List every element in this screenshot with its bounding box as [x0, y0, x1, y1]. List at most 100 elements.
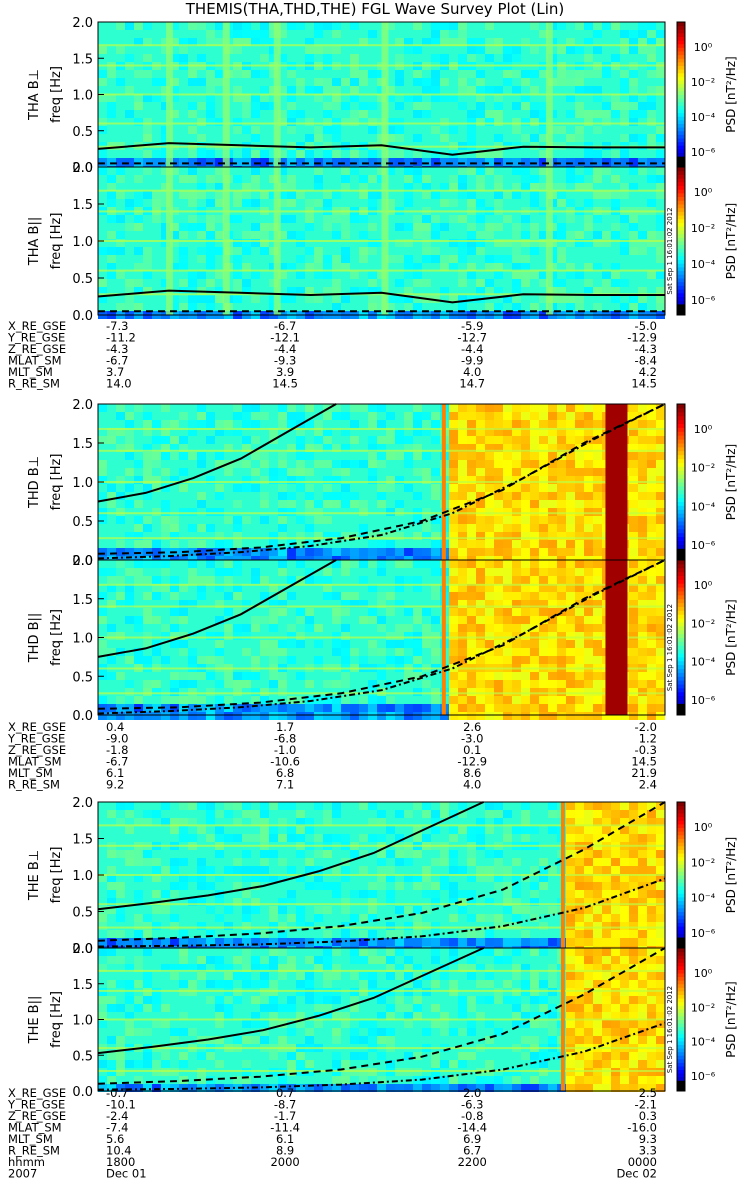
spectrogram-cell — [629, 696, 638, 704]
spectrogram-cell — [143, 420, 152, 428]
colorbar-segment — [677, 130, 685, 135]
spectrogram-cell — [656, 712, 665, 720]
spectrogram-cell — [647, 616, 656, 624]
spectrogram-cell — [296, 516, 305, 524]
spectrogram-cell — [215, 428, 224, 436]
spectrogram-cell — [584, 866, 593, 874]
spectrogram-cell — [206, 810, 215, 818]
spectrogram-cell — [206, 656, 215, 664]
spectrogram-cell — [566, 484, 575, 492]
spectrogram-cell — [440, 712, 449, 720]
colorbar-segment — [677, 695, 685, 700]
spectrogram-cell — [323, 532, 332, 540]
spectrogram-cell — [575, 656, 584, 664]
spectrogram-cell — [197, 964, 206, 972]
colorbar-tick-label: 10⁻⁶ — [691, 694, 716, 707]
spectrogram-cell — [215, 956, 224, 964]
spectrogram-cell — [395, 704, 404, 712]
spectrogram-cell — [161, 46, 170, 54]
spectrogram-cell — [125, 802, 134, 810]
spectrogram-cell — [242, 600, 251, 608]
spectrogram-cell — [584, 818, 593, 826]
spectrogram-cell — [296, 1060, 305, 1068]
spectrogram-cell — [107, 810, 116, 818]
spectrogram-cell — [566, 850, 575, 858]
spectrogram-cell — [584, 460, 593, 468]
spectrogram-cell — [584, 476, 593, 484]
spectrogram-cell — [503, 938, 512, 946]
spectrogram-cell — [422, 560, 431, 568]
spectrogram-cell — [629, 508, 638, 516]
spectrogram-cell — [512, 492, 521, 500]
spectrogram-cell — [314, 508, 323, 516]
spectrogram-cell — [503, 696, 512, 704]
spectrogram-cell — [638, 568, 647, 576]
spectrogram-cell — [575, 696, 584, 704]
spectrogram-cell — [314, 255, 323, 263]
spectrogram-cell — [116, 592, 125, 600]
spectrogram-cell — [584, 118, 593, 126]
spectrogram-cell — [620, 938, 629, 946]
spectrogram-cell — [593, 996, 602, 1004]
spectrogram-cell — [125, 548, 134, 556]
spectrogram-cell — [161, 624, 170, 632]
spectrogram-cell — [305, 704, 314, 712]
colorbar-segment — [677, 58, 685, 63]
spectrogram-cell — [539, 508, 548, 516]
spectrogram-cell — [539, 980, 548, 988]
spectrogram-cell — [143, 524, 152, 532]
colorbar-segment — [677, 907, 685, 912]
y-tick-label: 1.0 — [72, 1014, 93, 1029]
spectrogram-cell — [287, 118, 296, 126]
spectrogram-cell — [431, 38, 440, 46]
spectrogram-cell — [386, 428, 395, 436]
spectrogram-cell — [242, 810, 251, 818]
spectrogram-cell — [467, 191, 476, 199]
spectrogram-cell — [314, 183, 323, 191]
spectrogram-cell — [602, 231, 611, 239]
spectrogram-cell — [431, 1020, 440, 1028]
spectrogram-cell — [656, 271, 665, 279]
spectrogram-cell — [593, 287, 602, 295]
spectrogram-cell — [296, 560, 305, 568]
y-tick-label: 0.5 — [72, 515, 93, 530]
spectrogram-cell — [269, 1084, 278, 1092]
spectrogram-cell — [656, 126, 665, 134]
spectrogram-cell — [368, 30, 377, 38]
spectrogram-cell — [656, 38, 665, 46]
colorbar-segment — [677, 163, 685, 168]
spectrogram-cell — [494, 86, 503, 94]
colorbar-tick-label: 10⁻⁴ — [691, 656, 716, 669]
spectrogram-cell — [647, 890, 656, 898]
spectrogram-cell — [296, 436, 305, 444]
spectrogram-cell — [125, 592, 134, 600]
spectrogram-cell — [593, 175, 602, 183]
spectrogram-cell — [152, 150, 161, 158]
colorbar-segment — [677, 853, 685, 858]
spectrogram-cell — [422, 420, 431, 428]
curve-solid — [97, 801, 485, 911]
spectrogram-cell — [395, 532, 404, 540]
spectrogram-cell — [206, 231, 215, 239]
spectrogram-cell — [332, 632, 341, 640]
spectrogram-cell — [107, 866, 116, 874]
spectrogram-cell — [233, 818, 242, 826]
spectrogram-cell — [512, 436, 521, 444]
colorbar-segment — [677, 904, 685, 909]
spectrogram-cell — [575, 428, 584, 436]
spectrogram-cell — [170, 263, 179, 271]
spectrogram-cell — [323, 980, 332, 988]
spectrogram-cell — [314, 656, 323, 664]
spectrogram-cell — [323, 476, 332, 484]
spectrogram-cell — [476, 560, 485, 568]
spectrogram-cell — [260, 930, 269, 938]
spectrogram-cell — [629, 215, 638, 223]
spectrogram-cell — [242, 460, 251, 468]
colorbar-segment — [677, 152, 685, 157]
spectrogram-cell — [251, 818, 260, 826]
spectrogram-cell — [431, 70, 440, 78]
spectrogram-cell — [386, 508, 395, 516]
spectrogram-cell — [458, 906, 467, 914]
spectrogram-cell — [152, 215, 161, 223]
spectrogram-cell — [386, 126, 395, 134]
